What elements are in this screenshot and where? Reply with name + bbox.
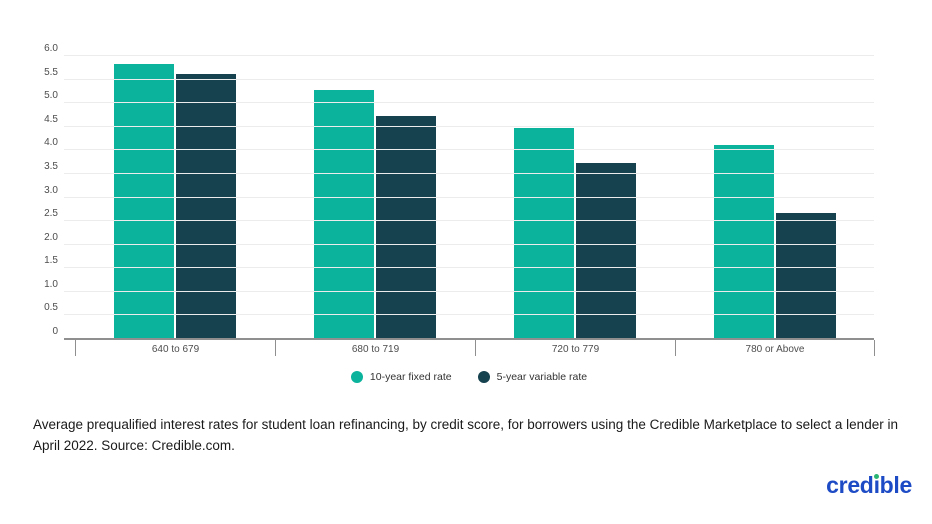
y-tick-label: 4.5 [44,113,58,125]
bar-group [675,55,875,338]
logo-i-dot-icon [874,473,880,479]
x-category-label: 640 to 679 [75,340,275,356]
y-tick-label: 5.5 [44,66,58,78]
gridline [64,267,874,269]
y-tick-label: 2.0 [44,231,58,243]
gridline [64,102,874,104]
y-tick-label: 2.5 [44,208,58,220]
bar-5-year-variable-rate [576,163,636,338]
y-tick-label: 5.0 [44,90,58,102]
gridline [64,196,874,198]
y-tick-label: 1.0 [44,278,58,290]
legend: 10-year fixed rate 5-year variable rate [64,371,874,383]
plot-area: 6.0 5.5 5.0 4.5 4.0 3.5 3.0 2.5 2.0 1.5 1.0 0.5 0 [44,43,875,338]
bar-10-year-fixed-rate [714,144,774,338]
x-axis: 640 to 679 680 to 719 720 to 779 780 or Abo… [64,338,876,356]
gridline [64,220,874,222]
x-axis-cells: 640 to 679 680 to 719 720 to 779 780 or Abo… [75,340,876,356]
bar-10-year-fixed-rate [314,90,374,338]
y-tick-label: 6.0 [44,43,58,54]
y-tick-label: 0.5 [44,302,58,314]
gridline [64,125,874,127]
bar-10-year-fixed-rate [114,64,174,338]
logo-i-letter: ı [873,472,880,498]
credible-logo: credı ble [826,472,912,498]
y-tick-label: 1.5 [44,255,58,267]
bar-10-year-fixed-rate [514,128,574,338]
x-category-label: 680 to 719 [275,340,475,356]
legend-dot-icon [350,371,363,383]
bar-5-year-variable-rate [776,213,836,338]
x-category-label: 780 or Above [675,340,875,356]
legend-dot-icon [477,371,490,383]
gridline [64,78,874,80]
gridline [64,55,874,56]
gridline [64,290,874,292]
y-tick-label: 0 [52,326,58,337]
bars-region [75,55,875,338]
gridline [64,314,874,316]
legend-label: 5-year variable rate [496,371,588,383]
y-tick-label: 4.0 [44,137,58,149]
bar-5-year-variable-rate [176,73,236,338]
bar-group [275,55,475,338]
y-tick-label: 3.5 [44,160,58,172]
x-category-label: 720 to 779 [475,340,675,356]
legend-label: 10-year fixed rate [369,371,452,383]
bar-group [75,55,275,338]
chart-caption: Average prequalified interest rates for … [33,416,898,454]
bar-5-year-variable-rate [376,116,436,338]
y-tick-label: 3.0 [44,184,58,196]
bar-group [475,55,675,338]
gridline [64,243,874,245]
legend-item: 10-year fixed rate [350,371,452,383]
legend-item: 5-year variable rate [477,371,588,383]
gridline [64,172,874,174]
gridline [64,149,874,151]
